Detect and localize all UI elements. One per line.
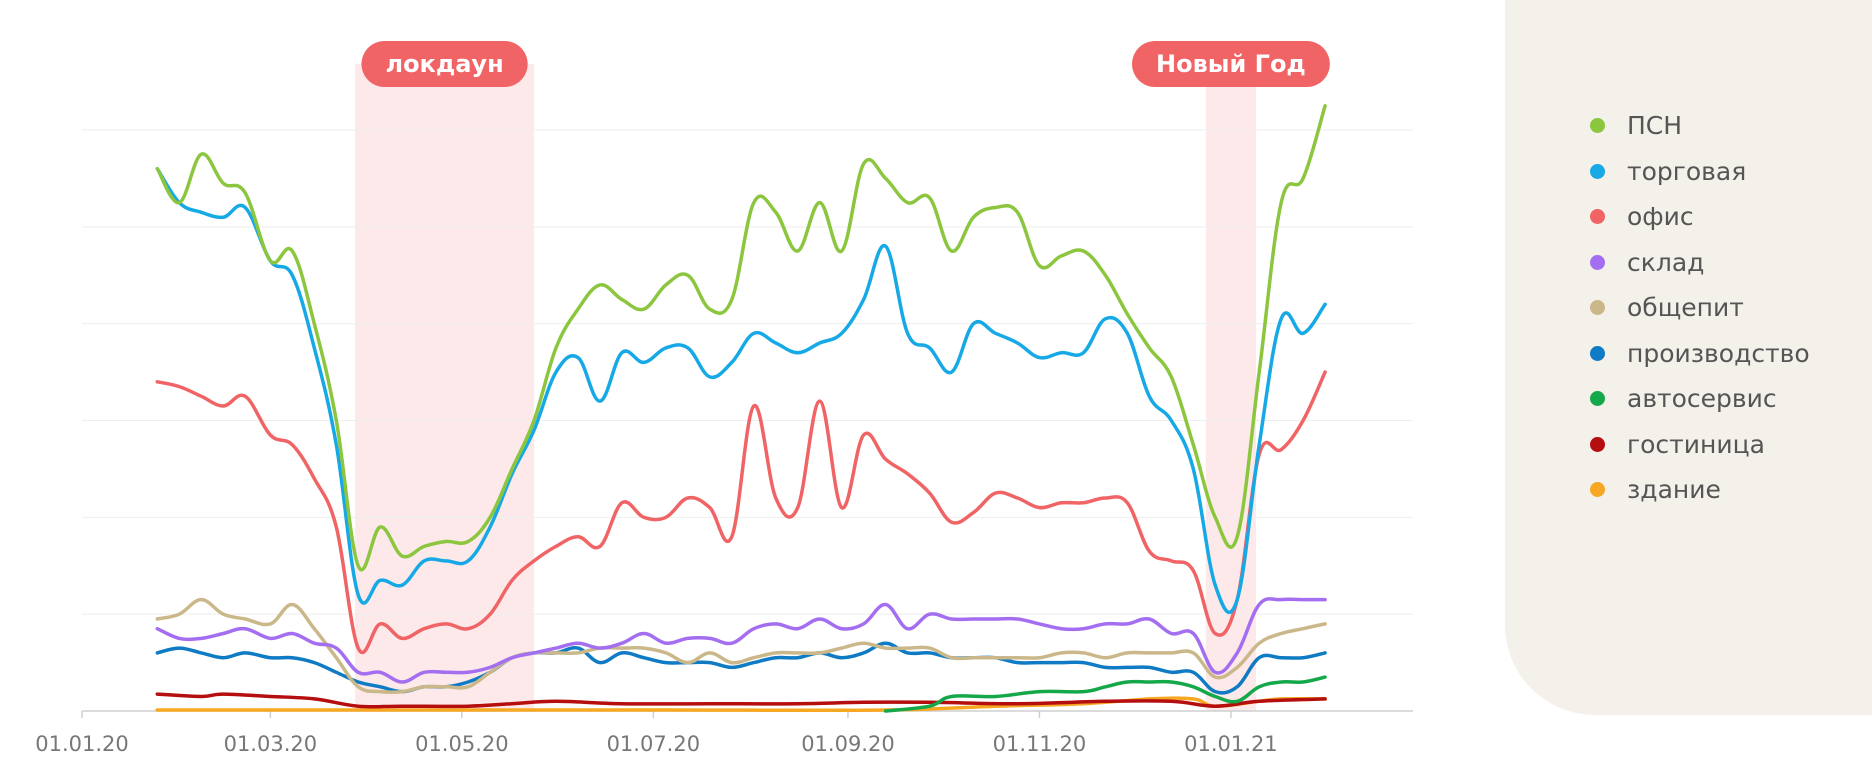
legend-label: торговая	[1627, 156, 1747, 186]
legend-label: автосервис	[1627, 384, 1777, 414]
legend-item: общепит	[1590, 285, 1810, 331]
band-label-pill	[1132, 41, 1330, 87]
legend-item: офис	[1590, 194, 1810, 240]
series-line	[883, 675, 1327, 713]
x-tick-label: 01.05.20	[415, 732, 509, 756]
legend-swatch	[1590, 436, 1605, 452]
legend-panel: ПСН торговая офис склад общепит производство а…	[1505, 0, 1872, 715]
band-label-pill	[361, 41, 528, 87]
x-tick-label: 01.07.20	[607, 732, 701, 756]
legend-item: гостиница	[1590, 422, 1810, 468]
legend-item: здание	[1590, 467, 1810, 513]
legend-swatch	[1590, 209, 1605, 225]
highlight-band	[355, 64, 535, 711]
legend-item: производство	[1590, 331, 1810, 377]
legend-item: торговая	[1590, 149, 1810, 195]
series-line	[155, 166, 1327, 615]
legend-label: склад	[1627, 247, 1705, 277]
series-line	[155, 597, 1327, 695]
legend-swatch	[1590, 163, 1605, 179]
band-label: локдаун	[385, 50, 503, 78]
legend-item: ПСН	[1590, 103, 1810, 149]
x-tick-label: 01.11.20	[993, 732, 1087, 756]
legend-label: ПСН	[1627, 111, 1683, 141]
x-tick-label: 01.03.20	[224, 732, 318, 756]
highlight-bands	[355, 64, 1257, 711]
highlight-band	[1205, 64, 1257, 711]
legend-swatch	[1590, 482, 1605, 498]
legend-swatch	[1590, 391, 1605, 407]
line-chart: 01.01.20 01.03.20 01.05.20 01.07.20 01.09.20…	[35, 41, 1413, 756]
legend-swatch	[1590, 118, 1605, 134]
series-line	[155, 370, 1327, 655]
x-tick-label: 01.01.20	[35, 732, 129, 756]
legend-label: производство	[1627, 338, 1810, 368]
x-tick-label: 01.09.20	[801, 732, 895, 756]
band-labels: локдаун Новый Год	[361, 41, 1330, 87]
legend-swatch	[1590, 300, 1605, 316]
x-tick-label: 01.01.21	[1184, 732, 1278, 756]
legend-label: здание	[1627, 475, 1721, 505]
series-line	[155, 104, 1327, 572]
series-lines	[155, 104, 1327, 713]
legend-item: склад	[1590, 240, 1810, 286]
legend-label: гостиница	[1627, 429, 1765, 459]
legend-swatch	[1590, 254, 1605, 270]
legend-item: автосервис	[1590, 376, 1810, 422]
series-line	[155, 597, 1327, 684]
legend-label: общепит	[1627, 293, 1744, 323]
legend: ПСН торговая офис склад общепит производство а…	[1590, 103, 1810, 513]
series-line	[155, 692, 1327, 709]
band-label: Новый Год	[1156, 50, 1306, 78]
series-line	[155, 641, 1327, 695]
legend-label: офис	[1627, 202, 1694, 232]
legend-swatch	[1590, 345, 1605, 361]
x-axis: 01.01.20 01.03.20 01.05.20 01.07.20 01.09.20…	[35, 711, 1278, 756]
